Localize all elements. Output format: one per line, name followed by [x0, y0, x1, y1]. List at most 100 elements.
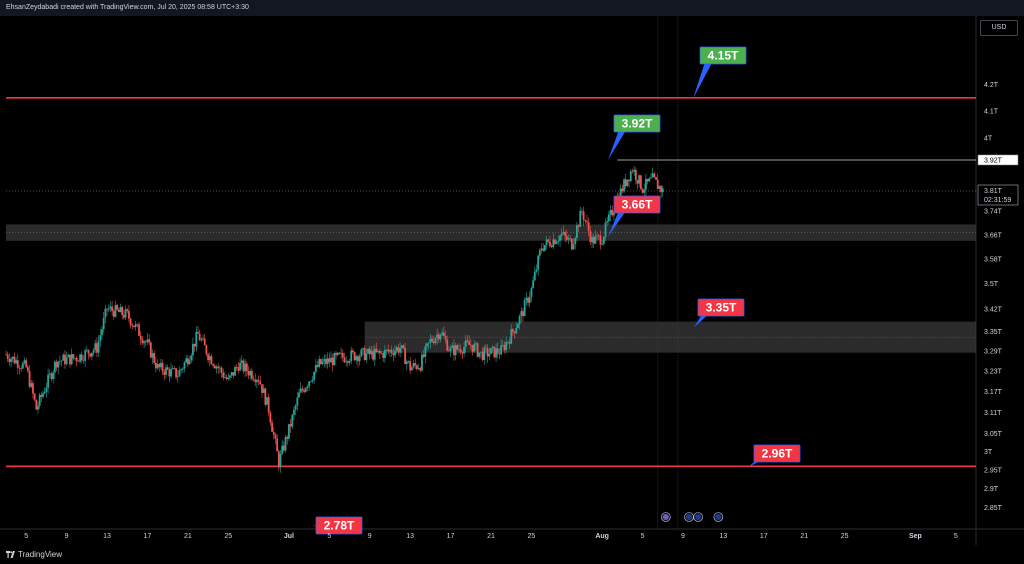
candle	[304, 388, 307, 392]
y-tick-label: 3.05T	[984, 431, 1003, 438]
candle	[94, 343, 97, 351]
candle	[375, 348, 378, 353]
y-tick-label: 4.1T	[984, 109, 999, 116]
candle	[143, 341, 145, 344]
candle	[372, 350, 375, 360]
candle	[52, 372, 55, 380]
footer-bar: TradingView	[0, 546, 1024, 564]
candle	[272, 431, 275, 435]
candle	[232, 372, 235, 376]
x-tick-label: 17	[447, 533, 455, 540]
candle	[490, 348, 492, 354]
x-tick-label: 21	[487, 533, 495, 540]
candle	[308, 381, 311, 387]
candle	[639, 175, 642, 189]
candle	[178, 370, 181, 377]
candle	[296, 397, 299, 406]
candle	[474, 343, 477, 345]
candle	[213, 365, 216, 369]
candle	[437, 334, 440, 340]
candle	[533, 271, 536, 281]
candle	[636, 179, 639, 184]
candle	[151, 353, 154, 358]
candle	[328, 358, 331, 363]
candle	[336, 352, 339, 356]
candle	[244, 363, 247, 372]
candle	[362, 348, 364, 350]
candle	[432, 341, 435, 344]
candle	[239, 362, 241, 371]
candle	[345, 361, 348, 363]
candle	[569, 238, 572, 239]
candle	[288, 424, 290, 439]
candle	[42, 393, 44, 397]
callout-pointer	[312, 525, 330, 529]
candle	[633, 169, 636, 172]
candle	[72, 354, 75, 359]
candle	[404, 348, 407, 365]
candle	[560, 233, 563, 236]
candle	[631, 171, 634, 172]
candle	[543, 245, 546, 251]
candle	[158, 363, 161, 368]
candle	[101, 329, 103, 336]
candle	[606, 221, 609, 223]
candle	[171, 368, 174, 369]
candle	[584, 220, 587, 222]
currency-button[interactable]: USD	[980, 20, 1018, 36]
candle	[173, 368, 176, 369]
candle	[21, 363, 24, 369]
footer-brand[interactable]: TradingView	[18, 550, 63, 559]
candle	[485, 347, 487, 349]
x-tick-label: 9	[368, 533, 372, 540]
candle	[491, 346, 494, 349]
candle	[116, 305, 119, 310]
candle	[256, 380, 258, 383]
y-tick-label: 3T	[984, 449, 993, 456]
x-tick-label: 13	[719, 533, 727, 540]
candle	[47, 374, 50, 388]
candle	[299, 388, 302, 393]
y-tick-label: 3.58T	[984, 256, 1003, 263]
candle	[163, 371, 166, 375]
candle	[67, 354, 70, 358]
candle	[186, 358, 189, 365]
candle	[104, 308, 107, 318]
callout-box-2.78T	[315, 516, 363, 535]
candle	[279, 453, 282, 468]
candle	[331, 357, 334, 366]
candle	[611, 209, 614, 216]
candle	[447, 350, 450, 352]
candle	[476, 343, 479, 357]
candle	[478, 352, 481, 357]
candle	[325, 358, 327, 365]
candle	[89, 353, 92, 357]
candle	[463, 346, 465, 354]
candle	[212, 364, 215, 366]
event-flag-icon	[686, 514, 693, 520]
candle	[660, 186, 662, 193]
candle	[363, 348, 366, 361]
candle	[185, 358, 188, 363]
candle	[316, 364, 319, 367]
candle	[23, 360, 26, 364]
candle	[656, 179, 659, 189]
candle	[549, 241, 551, 246]
symbol-name[interactable]: Crypto Total Market Cap, $ · 4h · CRYPTO…	[12, 22, 170, 31]
candle	[148, 339, 151, 343]
candle	[505, 342, 508, 351]
candle	[621, 188, 624, 192]
candle	[97, 341, 100, 353]
candle	[192, 343, 194, 356]
candle	[119, 307, 122, 313]
candle	[202, 338, 204, 340]
candle	[378, 351, 381, 354]
candle	[64, 354, 66, 365]
candle	[641, 188, 644, 193]
candle	[545, 239, 548, 246]
candle	[82, 360, 85, 361]
candle	[646, 178, 649, 182]
countdown-text: 02:31:59	[984, 197, 1011, 204]
candle	[136, 324, 139, 325]
